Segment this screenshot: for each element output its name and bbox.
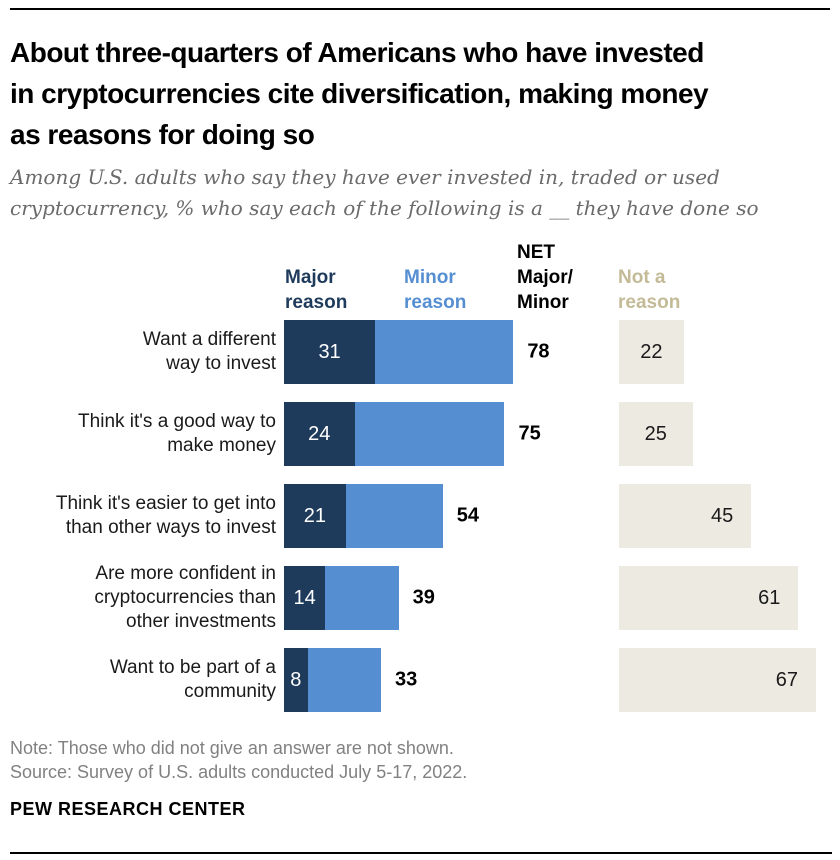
- net-value: 54: [456, 504, 479, 527]
- column-headers: Major reason Minor reason NET Major/ Min…: [10, 242, 830, 318]
- bar-row: Think it's a good way to make money 24 7…: [10, 402, 830, 466]
- footnotes: Note: Those who did not give an answer a…: [10, 736, 830, 784]
- major-value: 21: [303, 504, 326, 527]
- stacked-bar: 21: [284, 484, 443, 548]
- note-text: Note: Those who did not give an answer a…: [10, 738, 454, 758]
- category-label: Think it's easier to get into than other…: [55, 493, 276, 538]
- net-value: 78: [527, 340, 550, 363]
- not-a-reason-value: 45: [711, 504, 734, 527]
- bottom-divider: [10, 852, 832, 854]
- stacked-bar: 8: [284, 648, 382, 712]
- category-label: Think it's a good way to make money: [78, 411, 276, 456]
- major-value: 14: [293, 586, 316, 609]
- legend-minor-reason: Minor reason: [404, 267, 467, 313]
- chart-title: About three-quarters of Americans who ha…: [10, 37, 709, 150]
- top-divider: [10, 8, 830, 10]
- bar-row: Are more confident in cryptocurrencies t…: [10, 563, 830, 632]
- stacked-bar: 14: [284, 566, 399, 630]
- not-a-reason-bar: 61: [619, 566, 799, 630]
- bar-row: Want to be part of a community 8 33 67: [10, 648, 830, 712]
- minor-reason-segment: [325, 566, 399, 630]
- stacked-bar-chart: Major reason Minor reason NET Major/ Min…: [10, 242, 830, 712]
- major-reason-segment: 21: [284, 484, 346, 548]
- pew-research-center-wordmark: PEW RESEARCH CENTER: [10, 799, 246, 819]
- bar-row: Want a different way to invest 31 78 22: [10, 320, 830, 384]
- major-value: 8: [290, 668, 302, 691]
- net-value: 33: [395, 668, 418, 691]
- not-a-reason-value: 61: [758, 586, 781, 609]
- not-a-reason-bar: 25: [619, 402, 693, 466]
- source-text: Source: Survey of U.S. adults conducted …: [10, 762, 468, 782]
- category-label: Want a different way to invest: [142, 329, 276, 374]
- minor-reason-segment: [375, 320, 514, 384]
- minor-reason-segment: [345, 484, 443, 548]
- not-a-reason-bar: 22: [619, 320, 684, 384]
- bar-row: Think it's easier to get into than other…: [10, 484, 830, 548]
- major-value: 24: [308, 422, 331, 445]
- not-a-reason-value: 67: [775, 668, 798, 691]
- major-reason-segment: 31: [284, 320, 376, 384]
- chart-subtitle: Among U.S. adults who say they have ever…: [10, 165, 759, 220]
- category-label: Are more confident in cryptocurrencies t…: [94, 563, 276, 632]
- major-reason-segment: 14: [284, 566, 326, 630]
- not-a-reason-value: 22: [640, 340, 663, 363]
- not-a-reason-bar: 67: [619, 648, 816, 712]
- major-reason-segment: 8: [284, 648, 308, 712]
- not-a-reason-bar: 45: [619, 484, 752, 548]
- stacked-bar: 31: [284, 320, 514, 384]
- category-label: Want to be part of a community: [109, 657, 276, 702]
- net-value: 39: [412, 586, 435, 609]
- not-a-reason-value: 25: [644, 422, 667, 445]
- net-value: 75: [518, 422, 541, 445]
- major-value: 31: [318, 340, 341, 363]
- minor-reason-segment: [354, 402, 505, 466]
- legend-major-reason: Major reason: [285, 267, 348, 313]
- major-reason-segment: 24: [284, 402, 355, 466]
- stacked-bar: 24: [284, 402, 505, 466]
- legend-not-a-reason: Not a reason: [618, 267, 681, 313]
- minor-reason-segment: [307, 648, 382, 712]
- legend-net-major-minor: NET Major/ Minor: [517, 242, 573, 313]
